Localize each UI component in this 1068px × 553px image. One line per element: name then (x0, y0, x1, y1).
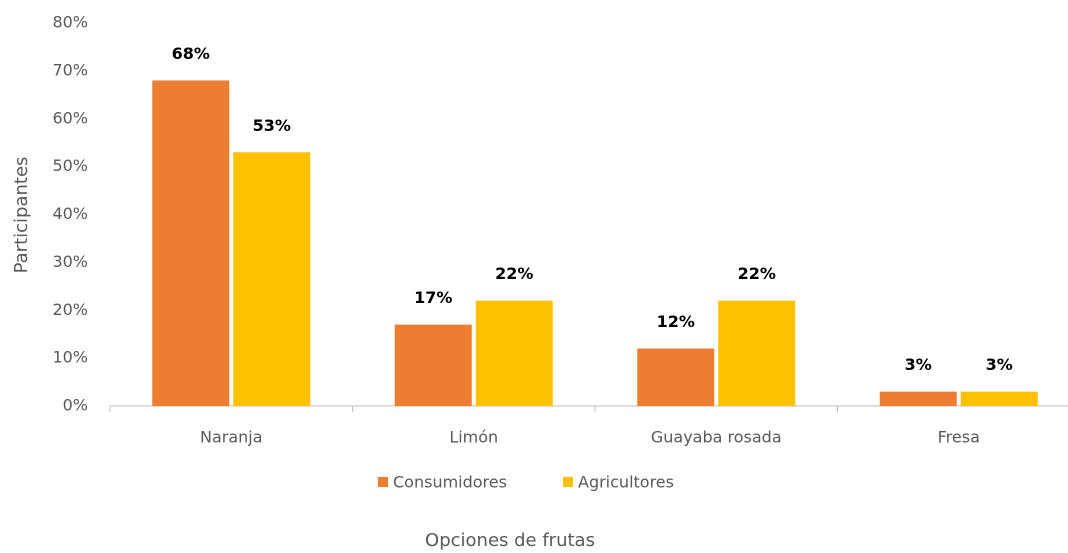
legend-swatch (378, 477, 388, 487)
bar (718, 300, 796, 406)
y-tick-label: 60% (52, 108, 88, 127)
y-tick-label: 30% (52, 252, 88, 271)
y-tick-label: 0% (63, 396, 88, 415)
bar (879, 391, 957, 406)
x-tick-label: Guayaba rosada (651, 428, 782, 447)
bar (233, 152, 311, 406)
data-label: 22% (738, 264, 776, 283)
data-label: 12% (657, 312, 695, 331)
x-tick-label: Limón (449, 428, 498, 447)
data-label: 53% (253, 116, 291, 135)
y-tick-label: 10% (52, 348, 88, 367)
bar (152, 80, 230, 406)
data-label: 68% (172, 44, 210, 63)
x-tick-label: Fresa (938, 428, 980, 447)
data-label: 17% (414, 288, 452, 307)
legend-swatch (563, 477, 573, 487)
data-label: 3% (905, 355, 932, 374)
y-tick-label: 80% (52, 13, 88, 32)
data-label: 22% (495, 264, 533, 283)
x-tick-label: Naranja (200, 428, 263, 447)
x-axis-title: Opciones de frutas (425, 530, 595, 551)
data-label: 3% (986, 355, 1013, 374)
bar (960, 391, 1038, 406)
y-tick-label: 50% (52, 156, 88, 175)
y-tick-label: 20% (52, 300, 88, 319)
bar (394, 324, 472, 406)
y-axis-title: Participantes (11, 157, 32, 274)
y-tick-label: 70% (52, 60, 88, 79)
legend-label: Consumidores (393, 473, 507, 492)
bar (637, 348, 715, 406)
legend-label: Agricultores (578, 473, 674, 492)
bar (475, 300, 553, 406)
y-tick-label: 40% (52, 204, 88, 223)
